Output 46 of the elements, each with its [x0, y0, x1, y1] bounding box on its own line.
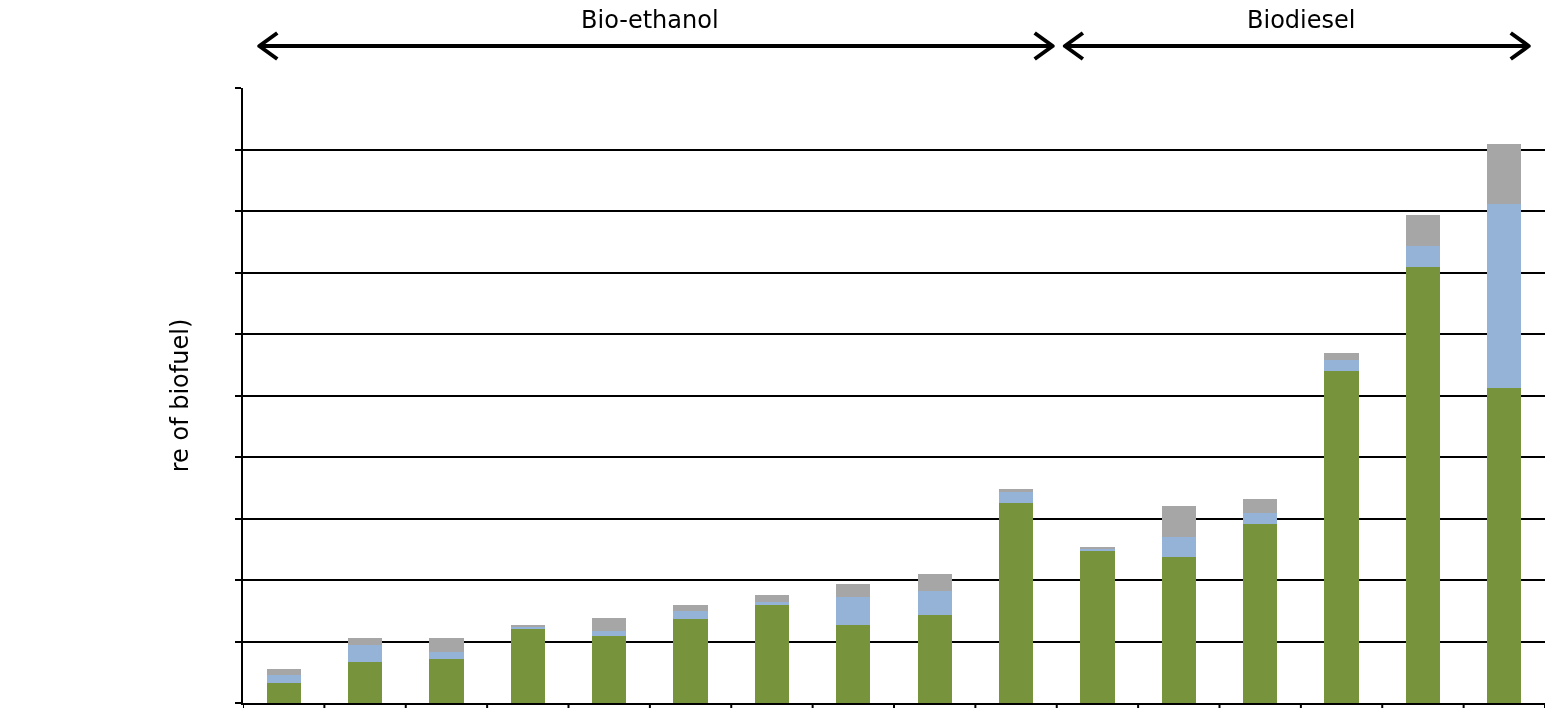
bar [1405, 245, 1441, 267]
bar [917, 615, 952, 703]
bar [673, 619, 708, 703]
bar [754, 602, 790, 606]
bar [1243, 499, 1278, 514]
bar [1161, 557, 1196, 703]
bar [1324, 360, 1359, 372]
bar [673, 611, 708, 620]
bar [592, 635, 627, 703]
bar [266, 668, 301, 676]
bar [836, 597, 871, 626]
bar [998, 489, 1034, 493]
text: Biodiesel [1247, 6, 1356, 34]
bar [1487, 204, 1522, 389]
bar [429, 651, 464, 659]
bar [836, 625, 871, 703]
bar [998, 503, 1034, 703]
bar [998, 492, 1034, 504]
text: Bio-ethanol [581, 6, 719, 34]
bar [429, 637, 464, 652]
bar [836, 584, 871, 598]
bar [917, 591, 952, 616]
bar [1161, 506, 1196, 537]
bar [1243, 523, 1278, 703]
bar [266, 682, 301, 703]
bar [1487, 388, 1522, 703]
bar [347, 638, 383, 646]
bar [1324, 353, 1359, 361]
bar [1324, 371, 1359, 703]
bar [510, 629, 545, 703]
y-axis-title: re of biofuel) [165, 318, 194, 473]
bar [266, 675, 301, 683]
bar [1405, 214, 1441, 246]
bar [1405, 266, 1441, 703]
bar [754, 605, 790, 703]
bar [1243, 513, 1278, 524]
bar [673, 605, 708, 612]
bar [592, 630, 627, 636]
bar [917, 574, 952, 592]
bar [347, 645, 383, 663]
bar [1080, 551, 1115, 703]
bar [347, 662, 383, 703]
bar [429, 658, 464, 703]
bar [1161, 536, 1196, 558]
bar [592, 618, 627, 631]
bar [1487, 143, 1522, 205]
